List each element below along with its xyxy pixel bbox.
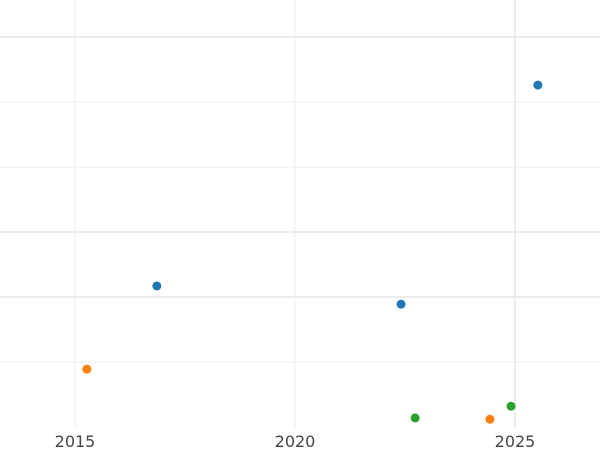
x-tick-label: 2015 bbox=[55, 432, 96, 450]
data-point-series-0 bbox=[152, 281, 162, 291]
x-tick-label: 2020 bbox=[275, 432, 316, 450]
x-axis-ticks: 2015 2020 2025 bbox=[55, 432, 536, 450]
grid bbox=[0, 0, 600, 427]
data-point-series-1 bbox=[485, 414, 495, 424]
data-point-series-2 bbox=[410, 413, 420, 423]
data-point-series-0 bbox=[396, 299, 406, 309]
data-point-series-1 bbox=[82, 364, 92, 374]
x-tick-label: 2025 bbox=[495, 432, 536, 450]
data-point-series-0 bbox=[533, 80, 543, 90]
data-points bbox=[82, 80, 543, 424]
data-point-series-2 bbox=[506, 401, 516, 411]
